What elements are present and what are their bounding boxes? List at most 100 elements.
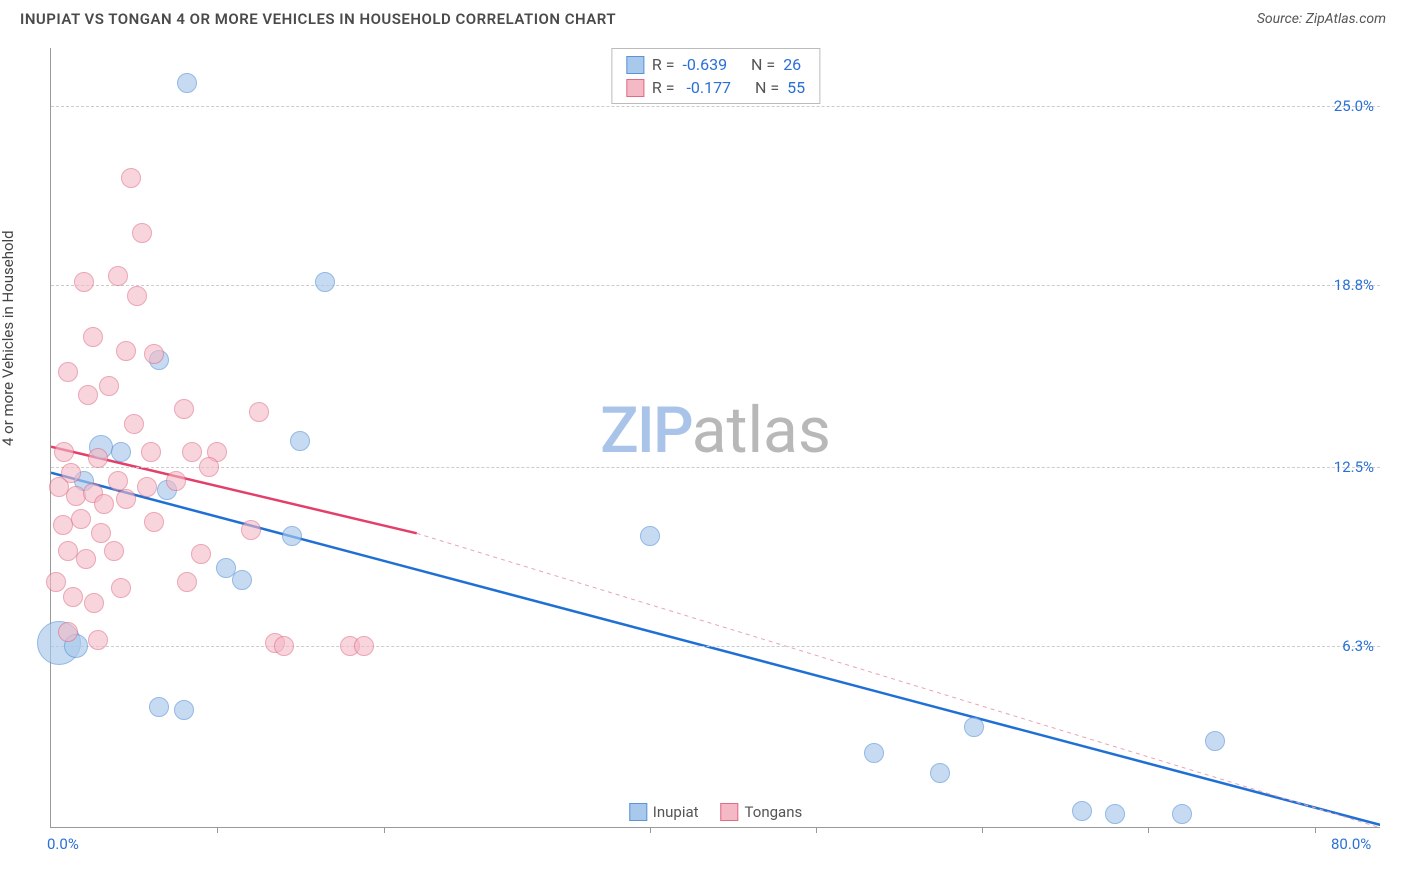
data-point-inupiat[interactable] — [640, 526, 660, 546]
data-point-tongans[interactable] — [124, 414, 144, 434]
legend-item-tongans[interactable]: Tongans — [721, 803, 803, 821]
y-tick-label: 12.5% — [1334, 458, 1374, 476]
trend-lines-layer — [51, 48, 1380, 827]
scatter-chart: ZIPatlas R = -0.639 N = 26 R = -0.177 N … — [50, 48, 1380, 828]
legend-label-tongans: Tongans — [745, 803, 803, 821]
swatch-inupiat — [629, 803, 647, 821]
x-tick-label: 80.0% — [1331, 835, 1371, 853]
n-label: N = — [755, 78, 779, 97]
y-tick-label: 25.0% — [1334, 97, 1374, 115]
data-point-tongans[interactable] — [177, 572, 197, 592]
data-point-tongans[interactable] — [91, 523, 111, 543]
trend-line — [417, 533, 1380, 827]
x-tick — [1315, 827, 1316, 833]
data-point-tongans[interactable] — [274, 636, 294, 656]
r-value-tongans: -0.177 — [682, 78, 731, 97]
data-point-tongans[interactable] — [58, 622, 78, 642]
data-point-inupiat[interactable] — [111, 442, 131, 462]
plot-area: ZIPatlas R = -0.639 N = 26 R = -0.177 N … — [50, 48, 1380, 828]
data-point-tongans[interactable] — [354, 636, 374, 656]
data-point-tongans[interactable] — [166, 471, 186, 491]
stats-row-inupiat: R = -0.639 N = 26 — [626, 53, 805, 76]
data-point-tongans[interactable] — [74, 272, 94, 292]
data-point-inupiat[interactable] — [930, 763, 950, 783]
data-point-inupiat[interactable] — [964, 717, 984, 737]
data-point-inupiat[interactable] — [282, 526, 302, 546]
x-tick — [650, 827, 651, 833]
data-point-tongans[interactable] — [127, 286, 147, 306]
gridline-h — [51, 285, 1380, 286]
data-point-tongans[interactable] — [78, 385, 98, 405]
data-point-tongans[interactable] — [54, 442, 74, 462]
data-point-tongans[interactable] — [241, 520, 261, 540]
data-point-inupiat[interactable] — [1105, 804, 1125, 824]
data-point-tongans[interactable] — [83, 327, 103, 347]
data-point-tongans[interactable] — [116, 489, 136, 509]
source-name: ZipAtlas.com — [1306, 11, 1386, 27]
data-point-tongans[interactable] — [88, 630, 108, 650]
swatch-tongans — [721, 803, 739, 821]
source-attribution: Source: ZipAtlas.com — [1257, 11, 1386, 27]
gridline-h — [51, 467, 1380, 468]
y-tick-label: 18.8% — [1334, 276, 1374, 294]
watermark-zip: ZIP — [600, 393, 692, 468]
data-point-tongans[interactable] — [182, 442, 202, 462]
data-point-inupiat[interactable] — [232, 570, 252, 590]
data-point-inupiat[interactable] — [1172, 804, 1192, 824]
y-axis-label: 4 or more Vehicles in Household — [0, 230, 17, 446]
stats-row-tongans: R = -0.177 N = 55 — [626, 76, 805, 99]
data-point-inupiat[interactable] — [149, 697, 169, 717]
x-tick — [217, 827, 218, 833]
swatch-tongans — [626, 79, 644, 97]
data-point-tongans[interactable] — [144, 344, 164, 364]
data-point-tongans[interactable] — [108, 266, 128, 286]
data-point-inupiat[interactable] — [177, 73, 197, 93]
n-label: N = — [751, 55, 775, 74]
n-value-tongans: 55 — [787, 78, 805, 97]
data-point-tongans[interactable] — [71, 509, 91, 529]
data-point-inupiat[interactable] — [864, 743, 884, 763]
data-point-tongans[interactable] — [191, 544, 211, 564]
chart-title: INUPIAT VS TONGAN 4 OR MORE VEHICLES IN … — [20, 10, 616, 28]
gridline-h — [51, 106, 1380, 107]
data-point-tongans[interactable] — [58, 541, 78, 561]
data-point-tongans[interactable] — [99, 376, 119, 396]
data-point-tongans[interactable] — [94, 494, 114, 514]
data-point-tongans[interactable] — [111, 578, 131, 598]
data-point-tongans[interactable] — [137, 477, 157, 497]
x-tick — [816, 827, 817, 833]
data-point-tongans[interactable] — [104, 541, 124, 561]
data-point-tongans[interactable] — [84, 593, 104, 613]
data-point-tongans[interactable] — [132, 223, 152, 243]
data-point-tongans[interactable] — [199, 457, 219, 477]
data-point-tongans[interactable] — [88, 448, 108, 468]
data-point-tongans[interactable] — [116, 341, 136, 361]
data-point-tongans[interactable] — [121, 168, 141, 188]
r-label: R = — [652, 78, 675, 97]
data-point-inupiat[interactable] — [290, 431, 310, 451]
correlation-stats-box: R = -0.639 N = 26 R = -0.177 N = 55 — [611, 48, 820, 104]
data-point-tongans[interactable] — [76, 549, 96, 569]
data-point-tongans[interactable] — [63, 587, 83, 607]
y-tick-label: 6.3% — [1342, 637, 1374, 655]
gridline-h — [51, 646, 1380, 647]
data-point-tongans[interactable] — [53, 515, 73, 535]
data-point-tongans[interactable] — [249, 402, 269, 422]
source-prefix: Source: — [1257, 11, 1306, 27]
watermark-atlas: atlas — [692, 393, 831, 468]
legend-item-inupiat[interactable]: Inupiat — [629, 803, 699, 821]
data-point-inupiat[interactable] — [315, 272, 335, 292]
data-point-inupiat[interactable] — [174, 700, 194, 720]
data-point-tongans[interactable] — [144, 512, 164, 532]
data-point-tongans[interactable] — [46, 572, 66, 592]
x-tick-label: 0.0% — [47, 835, 79, 853]
r-label: R = — [652, 55, 675, 74]
data-point-tongans[interactable] — [58, 362, 78, 382]
data-point-inupiat[interactable] — [1205, 731, 1225, 751]
data-point-tongans[interactable] — [174, 399, 194, 419]
data-point-inupiat[interactable] — [1072, 801, 1092, 821]
legend-label-inupiat: Inupiat — [653, 803, 699, 821]
swatch-inupiat — [626, 56, 644, 74]
data-point-tongans[interactable] — [141, 442, 161, 462]
legend: Inupiat Tongans — [623, 801, 808, 823]
